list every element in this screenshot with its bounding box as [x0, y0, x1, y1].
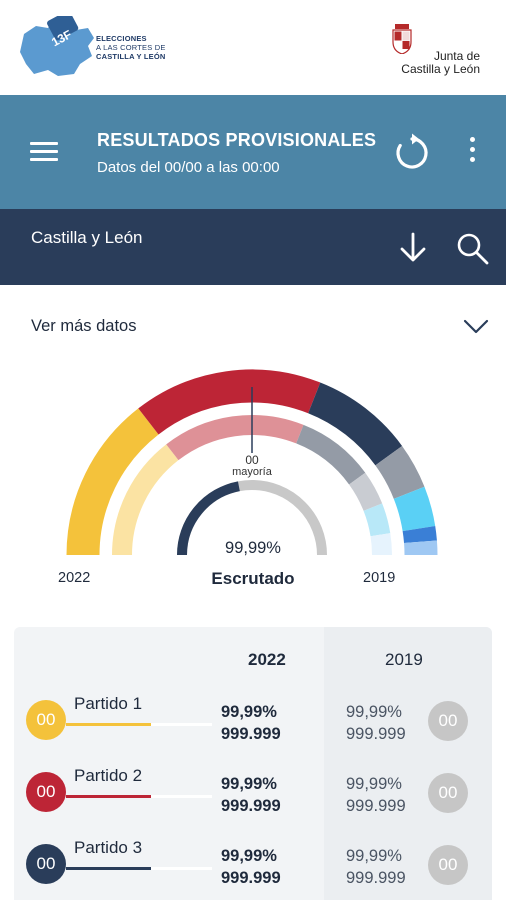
seats-badge-2019: 00: [428, 845, 468, 885]
votes-2019: 999.999: [346, 869, 406, 887]
pct-2019: 99,99%: [346, 703, 402, 721]
outer-ring-segment-5: [393, 486, 436, 532]
chevron-down-icon[interactable]: [462, 318, 490, 336]
more-data-label: Ver más datos: [31, 317, 137, 335]
scrutiny-label: Escrutado: [211, 569, 295, 588]
inner-ring-segment-3: [295, 424, 366, 485]
scrutiny-percentage: 99,99%: [225, 539, 281, 557]
outer-ring-segment-4: [375, 445, 425, 500]
logo-line3: CASTILLA Y LEÓN: [96, 52, 166, 61]
party-bar-track: [66, 867, 212, 870]
junta-line2: Castilla y León: [401, 62, 480, 76]
pct-2022: 99,99%: [221, 703, 277, 721]
outer-ring-segment-2: [138, 369, 321, 435]
outer-ring-segment-6: [402, 525, 437, 544]
seats-badge-2019: 00: [428, 701, 468, 741]
seats-badge: 00: [26, 772, 66, 812]
pct-2022: 99,99%: [221, 775, 277, 793]
majority-value: 00: [245, 453, 259, 467]
column-header-2019: 2019: [385, 650, 423, 669]
logo-line2: A LAS CORTES DE: [96, 43, 166, 52]
party-bar-track: [66, 723, 212, 726]
logo-title: ELECCIONES A LAS CORTES DE CASTILLA Y LE…: [96, 34, 186, 61]
values-2022: 99,99% 999.999: [221, 845, 281, 889]
values-2022: 99,99% 999.999: [221, 701, 281, 745]
seats-badge: 00: [26, 700, 66, 740]
party-name: Partido 2: [74, 766, 143, 785]
search-icon[interactable]: [455, 231, 491, 267]
hemicycle-svg: [66, 369, 438, 556]
party-name: Partido 3: [74, 838, 143, 857]
top-header: 13F ELECCIONES A LAS CORTES DE CASTILLA …: [0, 0, 506, 95]
pct-2019: 99,99%: [346, 847, 402, 865]
pct-2019: 99,99%: [346, 775, 402, 793]
elections-map-logo: 13F: [20, 16, 94, 76]
column-header-2022: 2022: [248, 650, 286, 669]
year-current-label: 2022: [58, 570, 91, 586]
page-subtitle: Datos del 00/00 a las 00:00: [97, 159, 280, 176]
values-2019: 99,99% 999.999: [346, 701, 406, 745]
values-2019: 99,99% 999.999: [346, 773, 406, 817]
scrutiny-gauge-fill: [177, 481, 240, 556]
inner-ring-segment-4: [348, 472, 383, 512]
values-2022: 99,99% 999.999: [221, 773, 281, 817]
pct-2022: 99,99%: [221, 847, 277, 865]
app-bar: RESULTADOS PROVISIONALES Datos del 00/00…: [0, 95, 506, 209]
more-vert-icon[interactable]: [462, 137, 482, 169]
votes-2022: 999.999: [221, 797, 281, 815]
votes-2022: 999.999: [221, 725, 281, 743]
table-row[interactable]: 00 Partido 1 99,99% 999.999 99,99% 999.9…: [14, 693, 492, 765]
party-name: Partido 1: [74, 694, 143, 713]
outer-ring-segment-7: [404, 540, 438, 556]
inner-ring-segment-5: [363, 503, 391, 537]
votes-2019: 999.999: [346, 797, 406, 815]
majority-label: mayoría: [232, 466, 272, 478]
party-bar-fill: [66, 795, 151, 798]
seats-badge-2019: 00: [428, 773, 468, 813]
region-name[interactable]: Castilla y León: [31, 228, 143, 247]
party-bar-fill: [66, 723, 151, 726]
results-table: 2022 2019 00 Partido 1 99,99% 999.999 99…: [14, 627, 492, 900]
outer-ring-segment-3: [307, 382, 403, 466]
junta-name: Junta de Castilla y León: [388, 50, 480, 76]
junta-logo: Junta de Castilla y León: [388, 24, 480, 80]
logo-line1: ELECCIONES: [96, 34, 147, 43]
arrow-down-icon[interactable]: [396, 231, 430, 265]
inner-ring-segment-1: [112, 444, 179, 556]
region-bar: Castilla y León: [0, 209, 506, 285]
party-bar-fill: [66, 867, 151, 870]
votes-2019: 999.999: [346, 725, 406, 743]
party-bar-track: [66, 795, 212, 798]
seats-badge: 00: [26, 844, 66, 884]
refresh-icon[interactable]: [392, 133, 432, 173]
table-row[interactable]: 00 Partido 2 99,99% 999.999 99,99% 999.9…: [14, 765, 492, 837]
page-title: RESULTADOS PROVISIONALES: [97, 130, 377, 150]
outer-ring-segment-1: [66, 408, 159, 556]
junta-line1: Junta de: [433, 49, 480, 63]
values-2019: 99,99% 999.999: [346, 845, 406, 889]
more-data-toggle[interactable]: Ver más datos: [0, 285, 506, 365]
inner-ring-segment-2: [166, 415, 304, 461]
table-row[interactable]: 00 Partido 3 99,99% 999.999 99,99% 999.9…: [14, 837, 492, 900]
hemicycle-chart: 00 mayoría 99,99% Escrutado 2022 2019: [0, 365, 506, 600]
coat-of-arms-icon: [392, 24, 412, 54]
year-previous-label: 2019: [363, 570, 396, 586]
votes-2022: 999.999: [221, 869, 281, 887]
menu-icon[interactable]: [30, 142, 58, 164]
inner-ring-segment-6: [370, 533, 392, 556]
